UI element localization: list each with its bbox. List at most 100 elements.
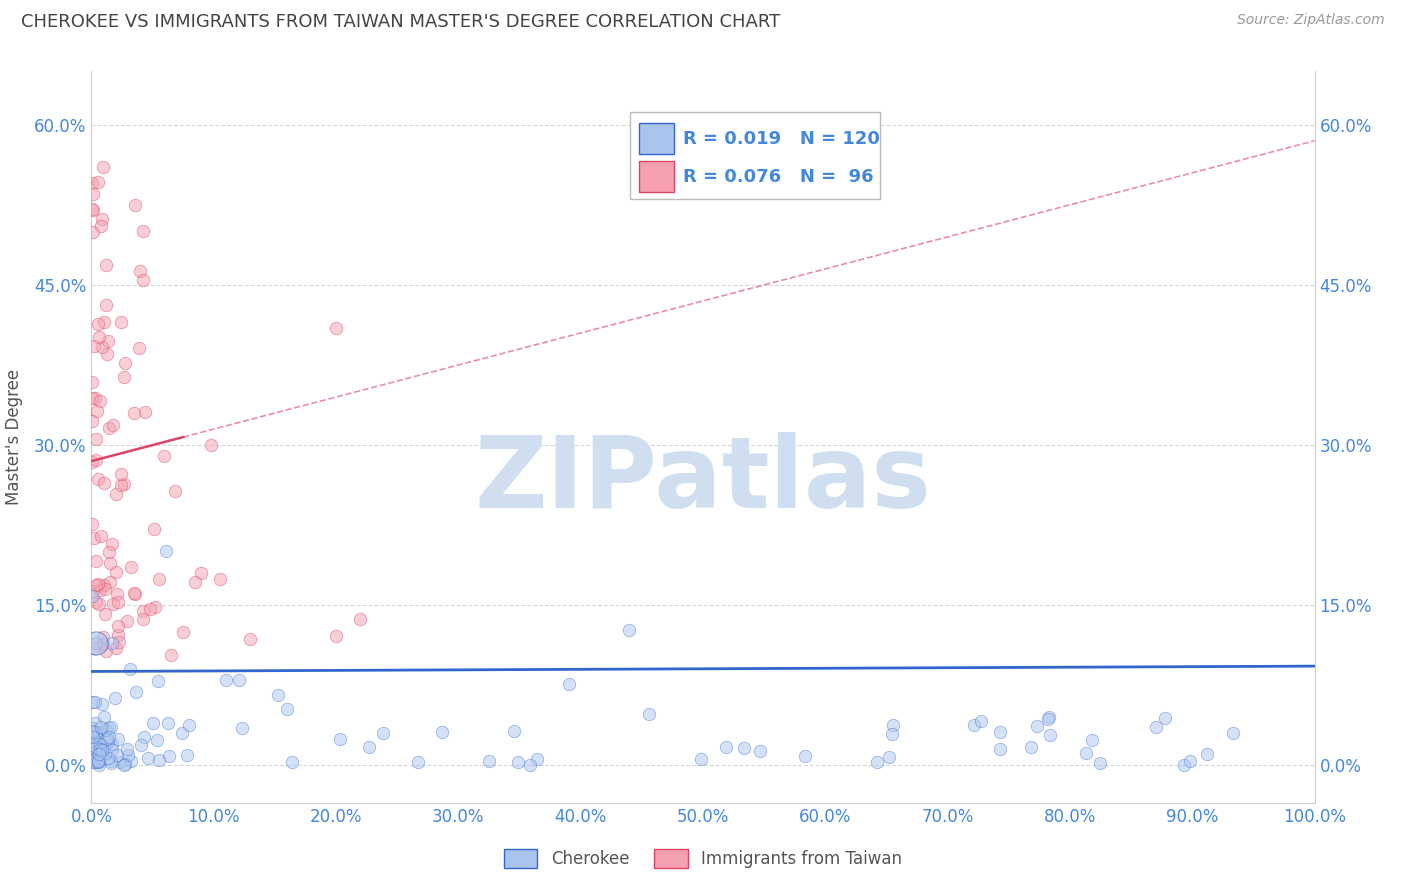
Point	[148, 572, 170, 586]
Point	[128, 264, 150, 278]
Point	[208, 572, 231, 586]
Point	[325, 629, 347, 643]
Point	[84, 748, 107, 763]
Point	[267, 688, 290, 702]
Point	[1039, 729, 1062, 743]
Point	[503, 723, 526, 738]
Point	[83, 531, 105, 545]
Point	[89, 597, 111, 611]
Point	[160, 648, 183, 662]
Point	[114, 355, 136, 369]
Point	[120, 560, 142, 574]
Point	[90, 720, 112, 734]
Point	[91, 160, 114, 174]
Point	[733, 741, 755, 756]
Point	[112, 370, 135, 384]
Point	[83, 695, 105, 709]
Point	[98, 556, 121, 570]
Point	[132, 612, 155, 626]
Point	[478, 754, 501, 768]
Point	[172, 726, 194, 740]
Point	[325, 320, 347, 334]
Point	[1025, 719, 1047, 733]
Point	[100, 720, 122, 734]
Point	[94, 746, 117, 760]
Point	[84, 554, 107, 568]
Point	[990, 725, 1012, 739]
Point	[228, 673, 250, 688]
Point	[172, 624, 194, 639]
Point	[82, 724, 104, 739]
Text: R = 0.076   N =  96: R = 0.076 N = 96	[683, 168, 875, 186]
Point	[93, 475, 115, 490]
Text: CHEROKEE VS IMMIGRANTS FROM TAIWAN MASTER'S DEGREE CORRELATION CHART: CHEROKEE VS IMMIGRANTS FROM TAIWAN MASTE…	[21, 13, 780, 31]
Point	[157, 716, 180, 731]
Point	[87, 472, 110, 486]
Point	[87, 754, 110, 768]
Legend: Cherokee, Immigrants from Taiwan: Cherokee, Immigrants from Taiwan	[498, 842, 908, 875]
Point	[112, 476, 135, 491]
Point	[1173, 758, 1195, 772]
Point	[112, 757, 135, 772]
Point	[101, 742, 124, 756]
Point	[91, 637, 114, 651]
Point	[82, 721, 104, 735]
Point	[155, 544, 177, 558]
Point	[83, 755, 105, 769]
Point	[122, 585, 145, 599]
FancyBboxPatch shape	[640, 123, 673, 154]
Point	[83, 752, 105, 766]
Point	[82, 584, 104, 599]
Point	[82, 730, 104, 744]
Point	[91, 340, 114, 354]
Point	[80, 391, 103, 405]
Point	[83, 741, 105, 756]
Point	[1197, 747, 1219, 761]
Point	[200, 438, 222, 452]
Point	[96, 750, 118, 764]
Point	[96, 731, 118, 746]
Point	[100, 575, 122, 590]
Point	[124, 198, 146, 212]
Point	[276, 702, 298, 716]
Text: ZIPatlas: ZIPatlas	[475, 433, 931, 530]
Point	[526, 752, 548, 766]
Point	[87, 755, 110, 769]
Point	[190, 566, 212, 580]
Point	[98, 421, 121, 435]
Point	[97, 545, 120, 559]
Point	[97, 334, 120, 348]
Point	[329, 732, 352, 747]
Text: R = 0.019   N = 120: R = 0.019 N = 120	[683, 129, 880, 148]
Point	[749, 744, 772, 758]
Point	[638, 707, 661, 722]
Point	[239, 632, 262, 646]
Point	[87, 755, 110, 769]
FancyBboxPatch shape	[640, 161, 673, 192]
Point	[90, 697, 112, 711]
Point	[93, 710, 115, 724]
Point	[100, 754, 122, 768]
Point	[142, 716, 165, 731]
Point	[716, 739, 738, 754]
Point	[82, 753, 104, 767]
Point	[157, 749, 180, 764]
Point	[110, 315, 132, 329]
Point	[866, 755, 889, 769]
Point	[84, 432, 107, 446]
Point	[96, 723, 118, 738]
Point	[89, 737, 111, 751]
Point	[145, 600, 167, 615]
Point	[86, 595, 108, 609]
Point	[84, 635, 107, 649]
Point	[117, 747, 139, 762]
FancyBboxPatch shape	[630, 112, 880, 200]
Point	[82, 723, 104, 738]
Point	[89, 393, 111, 408]
Point	[103, 597, 125, 611]
Point	[432, 724, 454, 739]
Point	[373, 726, 395, 740]
Point	[1080, 733, 1102, 747]
Point	[83, 640, 105, 655]
Point	[80, 414, 103, 428]
